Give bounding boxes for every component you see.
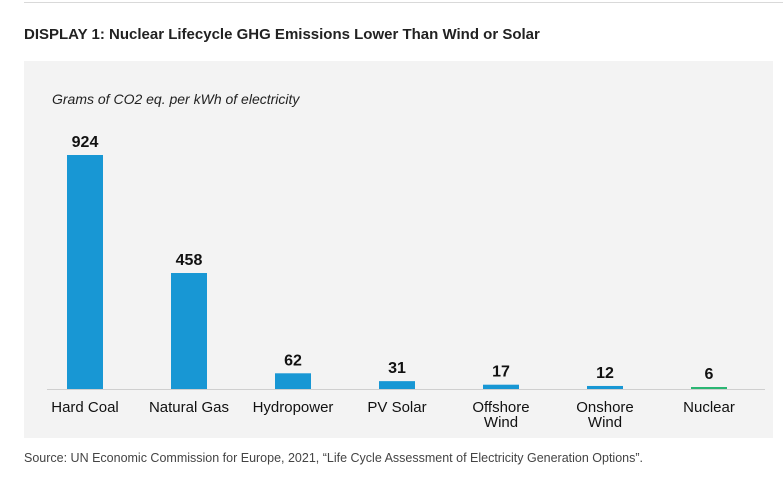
category-label: Natural Gas (149, 399, 229, 416)
bar (67, 155, 103, 389)
bar-value-label: 12 (596, 365, 614, 382)
top-divider (24, 2, 783, 3)
chart-panel (24, 61, 773, 438)
bar-value-label: 17 (492, 364, 510, 381)
bar (587, 385, 623, 389)
bar (275, 373, 311, 389)
bar (379, 381, 415, 389)
category-label: Hydropower (253, 399, 334, 416)
source-note: Source: UN Economic Commission for Europ… (24, 451, 644, 465)
category-label: Hard Coal (51, 399, 119, 416)
bar-value-label: 924 (72, 134, 99, 151)
bar (691, 387, 727, 389)
category-labels-group: Hard Coal Natural Gas Hydropower PV Solar Of… (51, 399, 735, 431)
bar (483, 384, 519, 389)
value-labels-group: 924 458 62 31 17 12 6 (72, 134, 714, 383)
y-axis-label: Grams of CO2 eq. per kWh of electricity (52, 91, 300, 107)
category-label: Nuclear (683, 399, 735, 416)
chart-title: DISPLAY 1: Nuclear Lifecycle GHG Emissio… (24, 26, 540, 43)
category-label: Wind (484, 414, 518, 431)
category-label: PV Solar (367, 399, 426, 416)
bar-value-label: 62 (284, 352, 302, 369)
bar-value-label: 458 (176, 252, 203, 269)
category-label: Onshore (576, 399, 634, 416)
category-label: Offshore (472, 399, 529, 416)
bar (171, 273, 207, 389)
bar-value-label: 31 (388, 360, 406, 377)
category-label: Wind (588, 414, 622, 431)
bar-value-label: 6 (705, 366, 714, 383)
bars-group (67, 155, 727, 389)
